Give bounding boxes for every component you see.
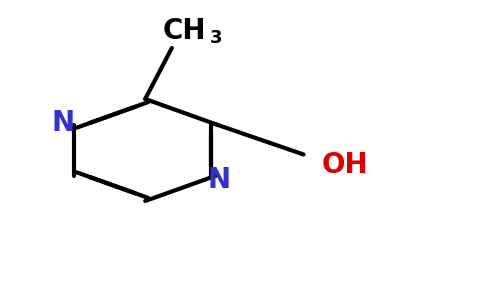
Text: CH: CH	[162, 17, 206, 46]
Text: N: N	[207, 166, 230, 194]
Text: OH: OH	[321, 151, 368, 179]
Text: N: N	[52, 109, 75, 137]
Text: 3: 3	[210, 29, 223, 47]
